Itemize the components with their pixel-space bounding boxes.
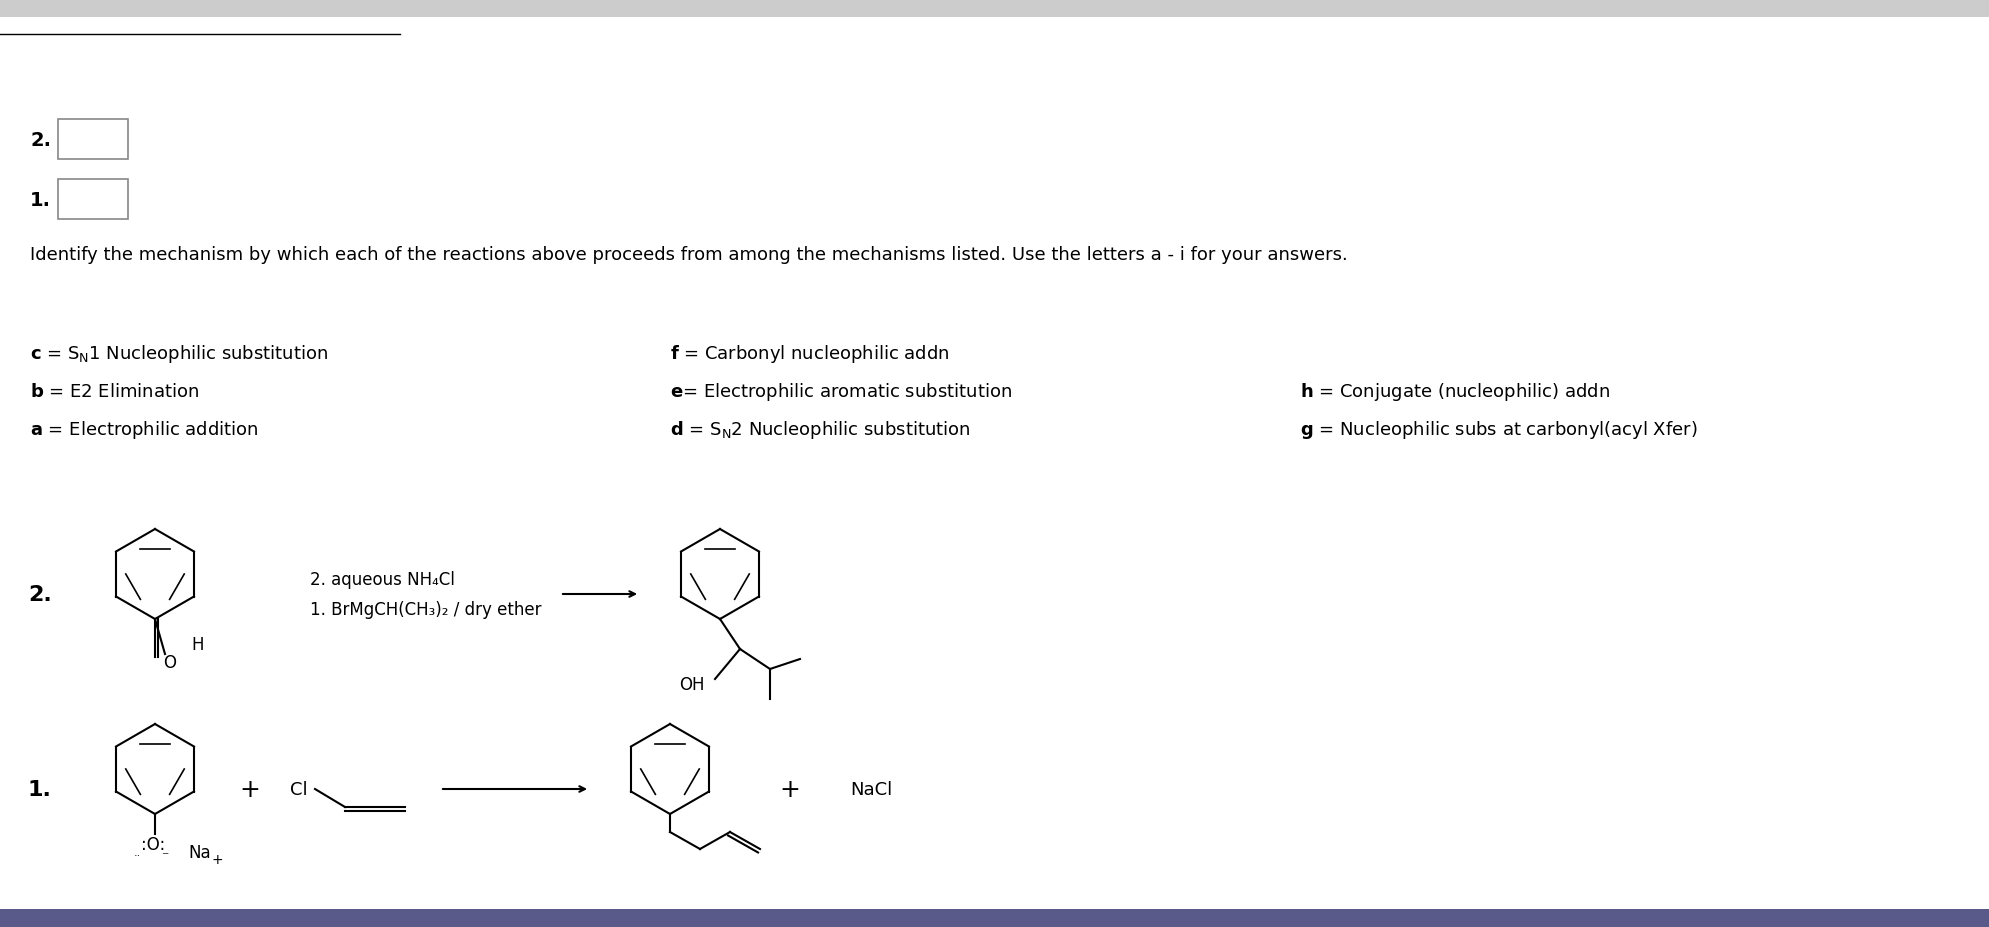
Text: Identify the mechanism by which each of the reactions above proceeds from among : Identify the mechanism by which each of … (30, 246, 1347, 263)
Text: NaCl: NaCl (849, 781, 891, 798)
Text: OH: OH (678, 675, 704, 693)
Text: $\mathbf{a}$ = Electrophilic addition: $\mathbf{a}$ = Electrophilic addition (30, 419, 259, 440)
Text: 2. aqueous NH₄Cl: 2. aqueous NH₄Cl (310, 570, 455, 589)
Text: $\mathbf{h}$ = Conjugate (nucleophilic) addn: $\mathbf{h}$ = Conjugate (nucleophilic) … (1299, 381, 1609, 402)
Text: 1. BrMgCH(CH₃)₂ / dry ether: 1. BrMgCH(CH₃)₂ / dry ether (310, 601, 541, 618)
Bar (58, 180, 127, 220)
Text: ⁻: ⁻ (161, 849, 169, 863)
Text: +: + (239, 777, 261, 801)
Text: $\mathbf{g}$ = Nucleophilic subs at carbonyl(acyl Xfer): $\mathbf{g}$ = Nucleophilic subs at carb… (1299, 419, 1697, 440)
Text: ..: .. (133, 847, 141, 857)
Text: :O:: :O: (141, 835, 165, 853)
Text: H: H (191, 635, 205, 654)
Bar (0, 0, 1989, 18)
Text: 1.: 1. (30, 190, 52, 210)
Text: 1.: 1. (28, 780, 52, 799)
Text: $\mathbf{b}$ = E2 Elimination: $\mathbf{b}$ = E2 Elimination (30, 383, 199, 400)
Text: $\mathbf{d}$ = S$_\mathrm{N}$2 Nucleophilic substitution: $\mathbf{d}$ = S$_\mathrm{N}$2 Nucleophi… (670, 419, 971, 440)
Text: Na: Na (189, 843, 211, 861)
Text: $\mathbf{f}$ = Carbonyl nucleophilic addn: $\mathbf{f}$ = Carbonyl nucleophilic add… (670, 343, 949, 364)
Bar (0, 909, 1989, 927)
Bar (58, 120, 127, 159)
Text: $\mathbf{e}$= Electrophilic aromatic substitution: $\mathbf{e}$= Electrophilic aromatic sub… (670, 381, 1012, 402)
Text: $\mathbf{c}$ = S$_\mathrm{N}$1 Nucleophilic substitution: $\mathbf{c}$ = S$_\mathrm{N}$1 Nucleophi… (30, 343, 328, 364)
Text: 2.: 2. (28, 584, 52, 604)
Text: +: + (780, 777, 800, 801)
Text: Cl: Cl (290, 781, 308, 798)
Text: +: + (211, 852, 223, 866)
Text: O: O (163, 654, 177, 671)
Text: 2.: 2. (30, 131, 52, 149)
